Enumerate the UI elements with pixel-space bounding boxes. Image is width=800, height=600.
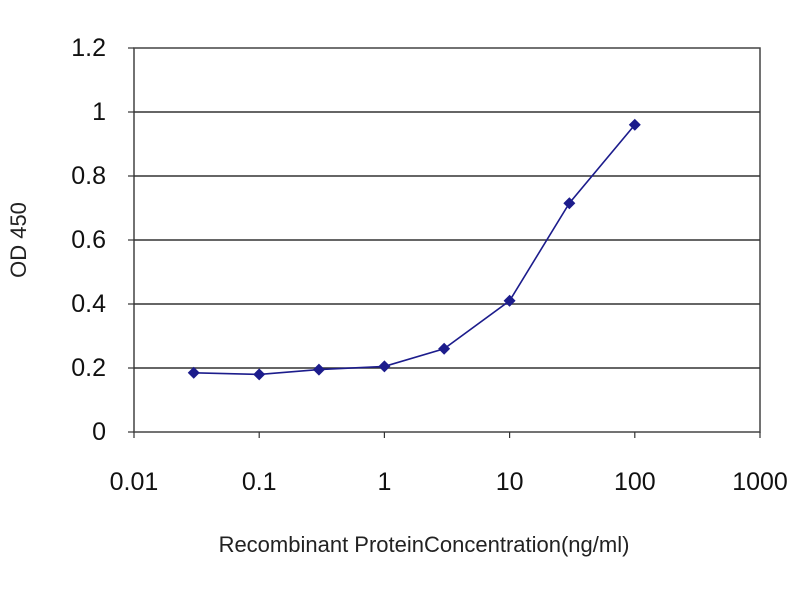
y-tick-label: 1.2 [71, 34, 106, 62]
x-tick-label: 1 [377, 468, 391, 496]
x-axis-ticks: 0.01 0.1 1 10 100 1000 [110, 432, 788, 496]
data-point-marker [378, 360, 391, 373]
series-layer [187, 118, 641, 381]
data-point-marker [312, 363, 325, 376]
y-tick-label: 1 [92, 98, 106, 126]
x-tick-label: 0.01 [110, 468, 159, 496]
y-tick-label: 0 [92, 418, 106, 446]
series-line [193, 124, 636, 376]
data-point-marker [628, 118, 641, 131]
y-tick-label: 0.4 [71, 290, 106, 318]
x-axis-label: Recombinant ProteinConcentration(ng/ml) [219, 532, 630, 557]
y-tick-label: 0.8 [71, 162, 106, 190]
y-tick-label: 0.6 [71, 226, 106, 254]
y-axis-label: OD 450 [6, 202, 31, 278]
gridlines [134, 111, 760, 369]
y-axis-ticks: 0 0.2 0.4 0.6 0.8 1 1.2 [71, 34, 134, 446]
data-point-marker [563, 197, 576, 210]
x-tick-label: 100 [614, 468, 656, 496]
x-tick-label: 10 [496, 468, 524, 496]
y-tick-label: 0.2 [71, 354, 106, 382]
x-tick-label: 1000 [732, 468, 788, 496]
x-tick-label: 0.1 [242, 468, 277, 496]
data-point-marker [187, 366, 200, 379]
data-point-marker [503, 294, 516, 307]
data-point-marker [253, 368, 266, 381]
data-point-marker [438, 342, 451, 355]
